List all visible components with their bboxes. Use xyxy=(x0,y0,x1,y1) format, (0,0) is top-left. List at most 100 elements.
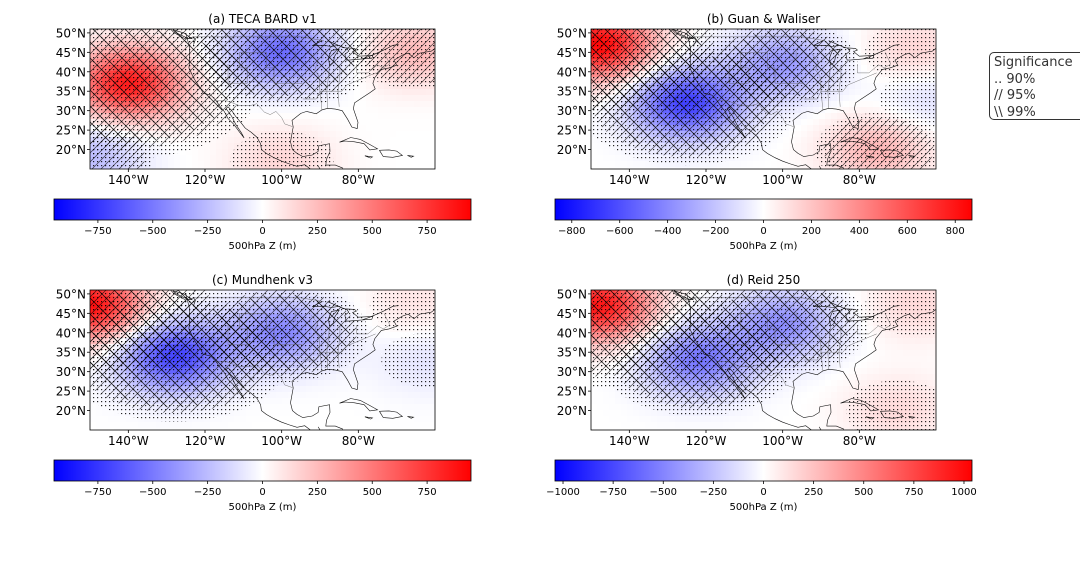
coastline xyxy=(290,387,344,430)
lat-tick-label: 25°N xyxy=(557,385,587,399)
lon-tick-label: 100°W xyxy=(762,173,803,187)
coastline xyxy=(364,416,374,420)
colorbar-tick-label: 250 xyxy=(804,487,823,498)
coastline xyxy=(791,387,845,430)
sig-90-dots xyxy=(229,130,334,169)
sig-90-dots xyxy=(880,70,936,128)
colorbar-tick-label: −500 xyxy=(139,487,166,498)
lon-tick-label: 80°W xyxy=(843,434,876,448)
lon-tick-label: 140°W xyxy=(108,434,149,448)
colorbar-tick-label: 800 xyxy=(946,226,965,237)
coastline xyxy=(172,290,194,301)
significance-overlay xyxy=(90,290,435,422)
colorbar-tick-label: −750 xyxy=(84,487,111,498)
colorbar-tick-label: 500 xyxy=(363,487,382,498)
coastline xyxy=(829,48,841,66)
border-line xyxy=(717,99,794,127)
coastline xyxy=(863,44,900,60)
border-line xyxy=(857,52,892,74)
colorbar-tick-label: 500 xyxy=(363,226,382,237)
coastline xyxy=(407,155,415,158)
coastline xyxy=(908,155,916,158)
lon-tick-label: 140°W xyxy=(609,173,650,187)
coastline xyxy=(686,293,812,430)
coastline xyxy=(671,29,697,45)
colorbar-tick-label: −400 xyxy=(654,226,681,237)
colorbar-tick-label: 750 xyxy=(418,226,437,237)
colorbar-tick-label: 750 xyxy=(904,487,923,498)
colorbar-tick-label: −500 xyxy=(139,226,166,237)
coastline xyxy=(379,149,404,158)
lat-tick-label: 45°N xyxy=(56,307,86,321)
coastline xyxy=(317,165,321,169)
colorbar-tick-label: 600 xyxy=(898,226,917,237)
coastline xyxy=(172,29,194,40)
coastlines xyxy=(660,17,936,169)
lon-tick-label: 100°W xyxy=(762,434,803,448)
colorbar-tick-label: 0 xyxy=(760,226,766,237)
coastline xyxy=(840,137,880,151)
border-line xyxy=(790,51,797,61)
coastline xyxy=(818,426,822,430)
colorbar-label: 500hPa Z (m) xyxy=(730,241,798,252)
lat-tick-label: 25°N xyxy=(56,124,86,138)
border-line xyxy=(790,312,797,322)
lat-tick-label: 35°N xyxy=(557,85,587,99)
border-line xyxy=(337,326,341,368)
colorbar-tick-label: 250 xyxy=(308,487,327,498)
lat-tick-label: 50°N xyxy=(557,26,587,40)
border-line xyxy=(728,313,804,345)
border-line xyxy=(356,52,391,74)
colorbar-label: 500hPa Z (m) xyxy=(229,241,297,252)
panel-title: (b) Guan & Waliser xyxy=(707,12,820,26)
lat-tick-label: 40°N xyxy=(56,326,86,340)
legend-title: Significance xyxy=(994,55,1073,70)
lat-tick-label: 40°N xyxy=(56,65,86,79)
significance-overlay xyxy=(591,29,936,169)
colorbar-tick-label: −750 xyxy=(84,226,111,237)
map-frame xyxy=(89,289,436,431)
lat-tick-label: 20°N xyxy=(56,143,86,157)
border-line xyxy=(192,36,324,41)
lat-tick-label: 20°N xyxy=(557,404,587,418)
border-line xyxy=(216,99,293,127)
coastline xyxy=(829,309,841,327)
border-line xyxy=(803,72,877,100)
border-line xyxy=(717,360,794,388)
colorbar-tick-label: 0 xyxy=(259,226,265,237)
lat-tick-label: 40°N xyxy=(557,65,587,79)
lon-tick-label: 140°W xyxy=(609,434,650,448)
sig-90-dots xyxy=(369,290,435,333)
coastline xyxy=(880,410,905,419)
panel-title: (a) TECA BARD v1 xyxy=(208,12,316,26)
legend-item-95: // 95% xyxy=(994,88,1036,103)
border-line xyxy=(812,54,824,110)
coastline xyxy=(159,278,167,286)
coastline xyxy=(791,126,845,169)
panel-title: (d) Reid 250 xyxy=(727,273,801,287)
legend-item-99: \\ 99% xyxy=(994,104,1036,120)
lat-tick-label: 25°N xyxy=(56,385,86,399)
lat-tick-label: 20°N xyxy=(557,143,587,157)
lon-tick-label: 80°W xyxy=(342,434,375,448)
border-line xyxy=(857,313,892,335)
coastline xyxy=(660,17,668,25)
coastline xyxy=(159,17,167,25)
lat-tick-label: 30°N xyxy=(56,365,86,379)
border-line xyxy=(302,72,376,100)
border-line xyxy=(693,36,825,41)
coastlines xyxy=(159,17,435,169)
colorbar-tick-label: −250 xyxy=(194,226,221,237)
colorbar-tick-label: 1000 xyxy=(951,487,976,498)
colorbar xyxy=(554,459,973,482)
coastline xyxy=(339,137,379,151)
lon-tick-label: 120°W xyxy=(185,434,226,448)
border-line xyxy=(216,360,293,388)
border-line xyxy=(728,52,804,84)
map-panel-3: (c) Mundhenk v3 20°N 25°N 30°N 35°N 40°N 45°N 5… xyxy=(53,273,472,513)
colorbar-tick-label: −200 xyxy=(702,226,729,237)
lat-tick-label: 30°N xyxy=(557,104,587,118)
map-frame xyxy=(89,28,436,170)
sig-99-hatch xyxy=(715,290,851,364)
sig-99-hatch xyxy=(205,29,359,97)
